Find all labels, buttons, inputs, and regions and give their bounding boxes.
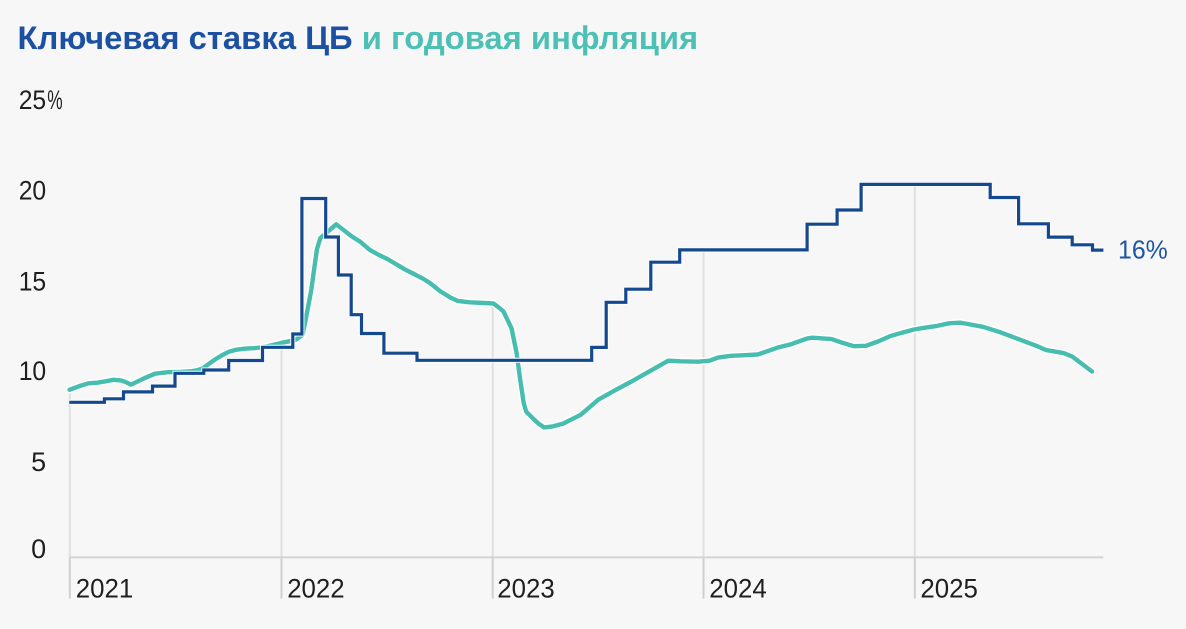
svg-text:2024: 2024: [709, 574, 767, 604]
svg-text:15: 15: [19, 267, 47, 297]
svg-text:10: 10: [19, 356, 47, 386]
svg-text:16%: 16%: [1118, 235, 1168, 265]
svg-text:2023: 2023: [497, 574, 555, 604]
svg-text:Ключевая ставка ЦБ и годовая и: Ключевая ставка ЦБ и годовая инфляция: [18, 19, 699, 56]
svg-text:2025: 2025: [920, 574, 978, 604]
svg-text:2021: 2021: [76, 574, 134, 604]
svg-text:%: %: [47, 85, 62, 115]
svg-text:20: 20: [19, 176, 47, 206]
svg-text:2022: 2022: [287, 574, 345, 604]
svg-text:0: 0: [31, 534, 46, 564]
svg-text:5: 5: [31, 447, 46, 477]
svg-text:25: 25: [19, 85, 47, 115]
